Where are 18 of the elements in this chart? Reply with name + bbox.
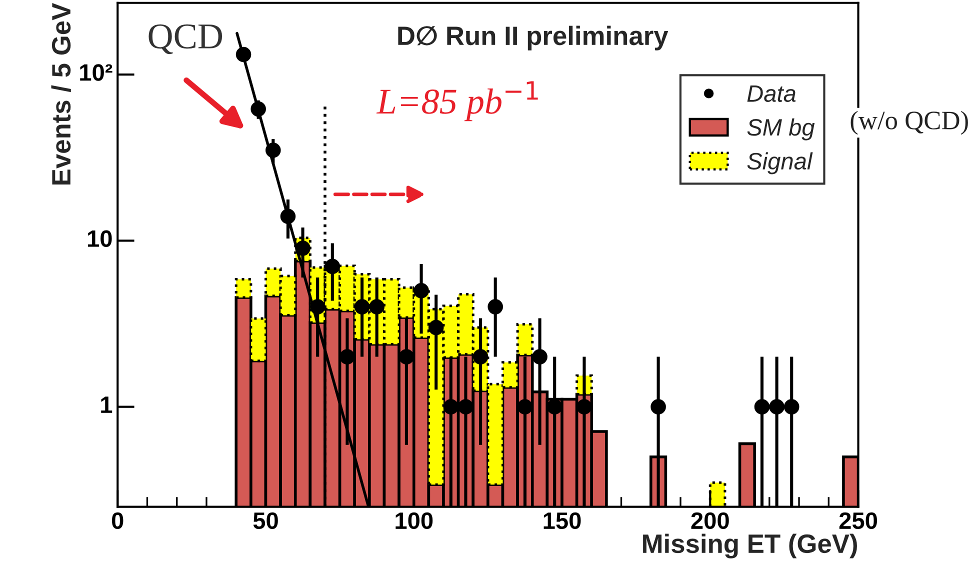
- y-tick-label: 10: [88, 230, 112, 248]
- annotation: QCD: [148, 24, 222, 54]
- annotation: L=85 pb$^{−1}$: [376, 81, 538, 122]
- y-tick-label: 1: [101, 396, 112, 413]
- x-tick-label: 150: [544, 512, 581, 530]
- legend-label: Data: [747, 85, 796, 102]
- x-axis-title: Missing ET (GeV): [643, 534, 857, 558]
- x-tick-label: 200: [691, 512, 729, 530]
- legend-label: Signal: [747, 152, 813, 174]
- x-tick-label: 0: [112, 512, 124, 530]
- x-tick-label: 100: [396, 512, 433, 530]
- x-tick-label: 250: [839, 512, 878, 530]
- y-tick-label: 10²: [80, 64, 112, 81]
- legend-label: SM bg: [747, 118, 815, 140]
- annotation: (w/o QCD): [850, 110, 968, 135]
- text: D∅ Run II preliminary: [398, 26, 668, 50]
- x-tick-label: 50: [253, 512, 278, 530]
- y-axis-title: Events / 5 GeV: [51, 3, 71, 184]
